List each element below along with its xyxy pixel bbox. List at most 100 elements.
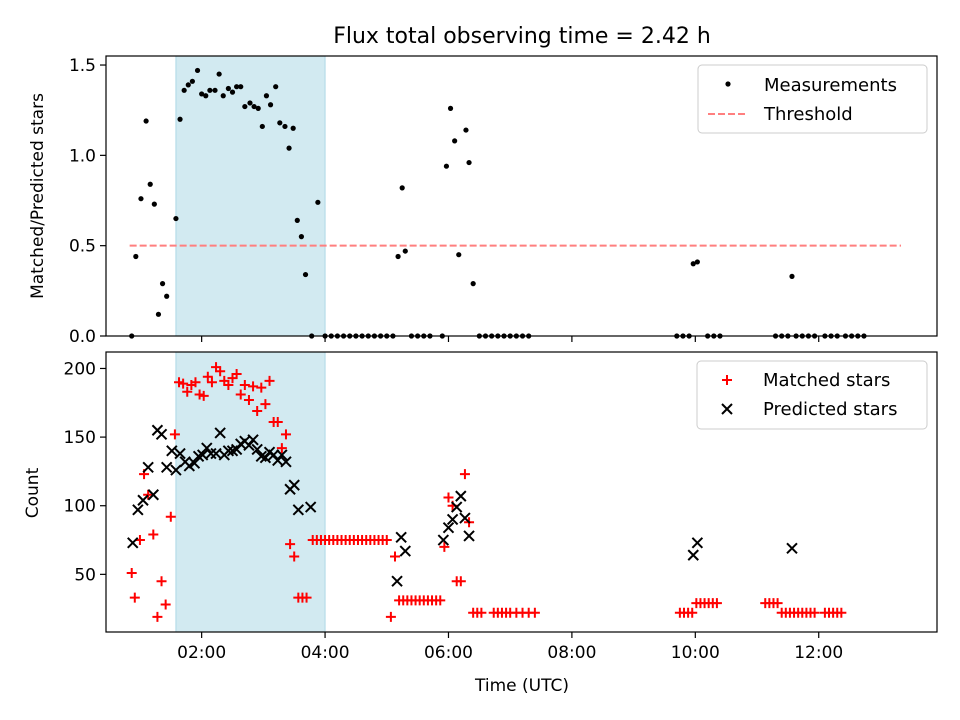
legend-predicted-marker	[721, 403, 733, 415]
predicted-point	[391, 575, 403, 587]
matched-point	[272, 417, 283, 427]
matched-point	[711, 598, 722, 609]
bottom-y-tick-label: 50	[74, 565, 96, 585]
matched-point	[381, 535, 392, 546]
bottom-y-tick-label: 100	[64, 497, 96, 517]
bottom-y-tick-label: 200	[64, 359, 96, 379]
bottom-x-tick-label: 06:00	[424, 643, 473, 663]
measurement-point	[466, 159, 472, 166]
measurement-point	[694, 259, 700, 265]
matched-point	[280, 429, 291, 440]
measurement-point	[138, 196, 144, 202]
measurement-point	[199, 91, 205, 97]
matched-point	[443, 492, 454, 503]
measurement-point	[234, 84, 240, 90]
measurement-point	[282, 123, 288, 130]
matched-point	[152, 611, 163, 622]
predicted-point	[170, 464, 182, 476]
matched-point	[285, 539, 296, 550]
measurement-point	[238, 84, 244, 90]
predicted-point	[155, 428, 168, 441]
measurement-point	[789, 273, 795, 279]
matched-point	[206, 377, 217, 388]
matched-point	[301, 592, 312, 603]
bottom-y-axis-label: Count	[23, 467, 43, 518]
matched-point	[385, 611, 396, 622]
matched-point	[165, 511, 176, 522]
legend-predicted-cross	[721, 403, 733, 415]
measurement-point	[229, 89, 236, 95]
predicted-point	[247, 434, 259, 446]
bottom-y-tick-label: 150	[64, 428, 96, 448]
matched-point	[178, 378, 189, 389]
measurement-point	[147, 181, 153, 187]
measurement-point	[290, 125, 296, 131]
predicted-point	[280, 456, 292, 468]
top-y-tick-label: 1.0	[69, 146, 96, 166]
predicted-point	[786, 542, 798, 554]
measurement-point	[194, 67, 201, 74]
predicted-point	[205, 447, 217, 460]
count-points	[126, 362, 847, 622]
x-axis-label: Time (UTC)	[474, 676, 569, 696]
legend-measurement-marker	[725, 81, 731, 87]
matched-point	[129, 592, 140, 603]
bottom-axes: 50 100 150 200 02:00 04:00 06:00 08:00 10:00 12:0…	[64, 351, 938, 663]
measurement-point	[273, 84, 279, 90]
measurement-point	[315, 199, 321, 205]
matched-point	[476, 607, 487, 618]
measurement-point	[443, 163, 450, 169]
measurement-point	[247, 100, 253, 106]
predicted-point	[160, 461, 173, 474]
matched-point	[239, 379, 250, 390]
measurement-point	[207, 87, 213, 93]
matched-point	[289, 551, 300, 562]
top-y-tick-label: 1.5	[69, 56, 96, 76]
bottom-x-tick-label: 12:00	[794, 643, 843, 663]
predicted-point	[687, 549, 699, 561]
measurement-point	[452, 138, 458, 144]
legend-matched-plus	[722, 375, 732, 385]
legend-matched-label: Matched stars	[763, 370, 890, 391]
matched-point	[231, 368, 242, 379]
top-axes-frame	[105, 55, 938, 337]
matched-point	[126, 567, 137, 578]
matched-point	[190, 377, 201, 388]
matched-point	[529, 607, 540, 618]
measurement-point	[225, 85, 231, 92]
predicted-point	[147, 489, 160, 501]
predicted-point	[174, 447, 186, 460]
predicted-point	[463, 530, 475, 542]
measurement-point	[277, 120, 283, 126]
bottom-x-tick-label: 04:00	[301, 643, 350, 663]
predicted-point	[399, 545, 411, 557]
top-y-tick-label: 0.0	[69, 327, 96, 347]
measurement-point	[690, 261, 696, 267]
predicted-point	[442, 521, 455, 534]
measurement-point	[298, 234, 305, 240]
bottom-x-tick-label: 08:00	[547, 643, 596, 663]
measurement-point	[470, 281, 476, 287]
matched-point	[215, 366, 226, 377]
predicted-point	[304, 501, 317, 513]
top-y-axis-label: Matched/Predicted stars	[28, 93, 48, 299]
bottom-x-tick-label: 10:00	[671, 643, 720, 663]
measurement-point	[185, 82, 191, 88]
measurement-point	[456, 252, 462, 258]
measurement-point	[302, 271, 309, 278]
measurement-point	[173, 215, 179, 222]
measurement-point	[399, 185, 405, 191]
predicted-point	[292, 504, 305, 516]
bottom-highlight-layer	[175, 351, 326, 633]
matched-point	[156, 576, 167, 587]
predicted-point	[127, 537, 139, 549]
predicted-point	[437, 534, 450, 546]
predicted-point	[395, 531, 407, 544]
measurement-point	[395, 253, 401, 260]
measurement-point	[216, 71, 222, 77]
measurement-point	[255, 105, 261, 111]
predicted-point	[214, 427, 226, 439]
measurement-point	[143, 118, 149, 124]
bottom-axes-frame	[105, 351, 938, 633]
